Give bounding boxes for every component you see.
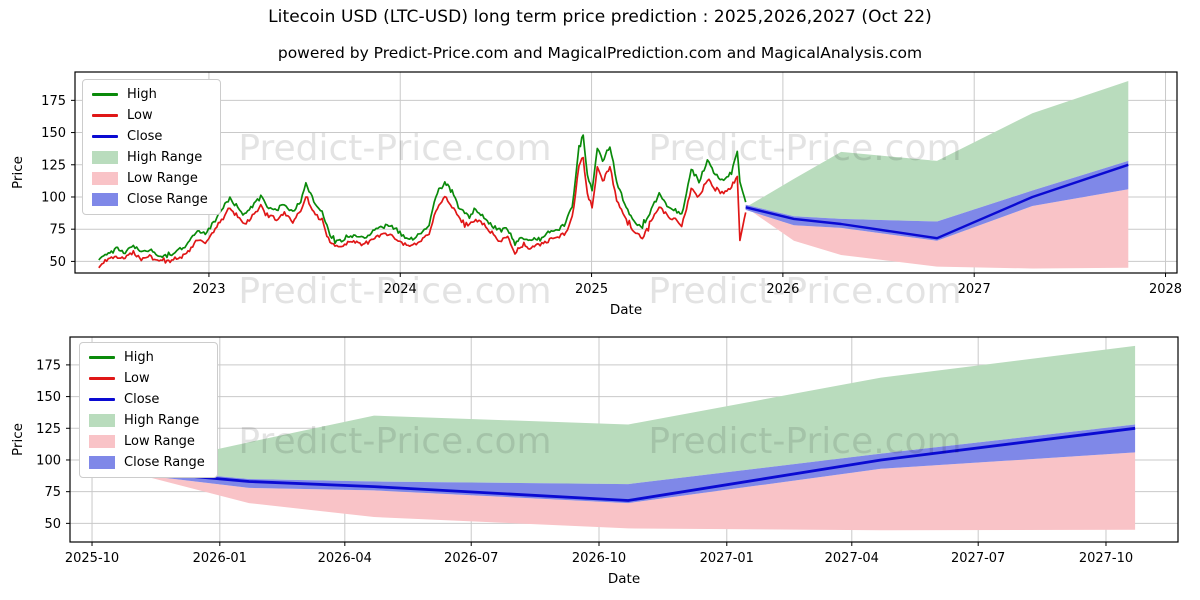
x-tick-label: 2027-10 <box>1079 551 1133 566</box>
legend-top-chart: High Low Close High Range Low Range Close Ran… <box>82 79 221 215</box>
close-range-area <box>745 160 1129 241</box>
x-tick-label: 2028 <box>1149 282 1182 297</box>
legend-swatch-high-range <box>89 414 115 427</box>
legend-swatch-high-range <box>92 151 118 164</box>
legend-swatch-low-range <box>89 435 115 448</box>
watermark-text: Predict-Price.com <box>648 421 961 462</box>
y-tick-label: 150 <box>36 390 61 405</box>
y-tick-label: 175 <box>36 358 61 373</box>
legend-label: Low Range <box>127 171 198 186</box>
page-title: Litecoin USD (LTC-USD) long term price p… <box>268 7 932 27</box>
x-tick-label: 2026-10 <box>572 551 626 566</box>
high-range-area <box>745 81 1129 222</box>
legend-label: High <box>127 87 157 102</box>
x-tick-label: 2023 <box>192 282 225 297</box>
y-axis-label: Price <box>10 423 26 456</box>
top-chart: 2023 2024 2025 2026 2027 2028 50 75 100 125 150 175… <box>10 71 1182 318</box>
legend-label: Close Range <box>124 455 205 470</box>
x-tick-label: 2027 <box>958 282 991 297</box>
y-tick-label: 50 <box>49 255 66 270</box>
legend-item-close-range: Close Range <box>89 455 205 470</box>
watermark-text: Predict-Price.com <box>238 271 551 312</box>
legend-label: Low <box>127 108 153 123</box>
legend-label: High <box>124 350 154 365</box>
history-plot-area <box>98 81 1129 269</box>
legend-label: High Range <box>127 150 203 165</box>
forecast-close-line <box>745 163 1129 240</box>
x-tick-label: 2026 <box>766 282 799 297</box>
watermark-text: Predict-Price.com <box>238 421 551 462</box>
legend-swatch-low <box>89 377 115 380</box>
legend-item-high-range: High Range <box>92 150 208 165</box>
x-tick-label: 2026-07 <box>444 551 498 566</box>
legend-swatch-low-range <box>92 172 118 185</box>
legend-label: High Range <box>124 413 200 428</box>
x-tick-label: 2026-01 <box>193 551 247 566</box>
legend-item-high-range: High Range <box>89 413 205 428</box>
legend-item-low: Low <box>92 108 208 123</box>
y-tick-label: 150 <box>41 126 66 141</box>
legend-label: Close <box>127 129 163 144</box>
y-tick-label: 100 <box>41 190 66 205</box>
x-axis-label: Date <box>610 302 642 318</box>
history-high-line <box>98 134 747 261</box>
legend-item-high: High <box>89 350 205 365</box>
legend-swatch-low <box>92 114 118 117</box>
legend-bottom-chart: High Low Close High Range Low Range Close Ran… <box>79 342 218 478</box>
y-tick-label: 125 <box>36 422 61 437</box>
forecast-plot-area <box>121 345 1136 531</box>
legend-swatch-high <box>92 93 118 96</box>
watermark-text: Predict-Price.com <box>238 128 551 169</box>
legend-item-close: Close <box>89 392 205 407</box>
x-axis-label: Date <box>608 571 640 587</box>
y-tick-label: 100 <box>36 453 61 468</box>
legend-label: Close Range <box>127 192 208 207</box>
low-range-area <box>121 452 1136 531</box>
y-tick-label: 175 <box>41 94 66 109</box>
y-tick-label: 75 <box>49 223 66 238</box>
high-range-area <box>121 345 1136 485</box>
x-tick-label: 2027-04 <box>825 551 879 566</box>
close-range-area <box>121 424 1136 504</box>
history-low-line <box>98 156 747 269</box>
low-range-area <box>745 189 1129 269</box>
legend-label: Close <box>124 392 160 407</box>
watermark-text: Predict-Price.com <box>648 271 961 312</box>
x-tick-label: 2026-04 <box>318 551 372 566</box>
legend-label: Low Range <box>124 434 195 449</box>
legend-label: Low <box>124 371 150 386</box>
y-axis-label: Price <box>10 156 26 189</box>
legend-swatch-close-range <box>92 193 118 206</box>
y-tick-label: 75 <box>44 485 61 500</box>
legend-item-low-range: Low Range <box>92 171 208 186</box>
legend-item-low-range: Low Range <box>89 434 205 449</box>
x-tick-label: 2025-10 <box>65 551 119 566</box>
bottom-chart: 2025-10 2026-01 2026-04 2026-07 2026-10 2027-… <box>10 336 1179 587</box>
x-tick-label: 2027-01 <box>700 551 754 566</box>
page-subtitle: powered by Predict-Price.com and Magical… <box>277 44 923 62</box>
y-tick-label: 50 <box>44 517 61 532</box>
plot-border <box>69 336 1179 543</box>
forecast-close-line <box>121 426 1136 502</box>
plot-border <box>74 71 1178 274</box>
legend-item-high: High <box>92 87 208 102</box>
legend-swatch-close <box>92 135 118 138</box>
legend-item-close-range: Close Range <box>92 192 208 207</box>
legend-item-close: Close <box>92 129 208 144</box>
y-tick-label: 125 <box>41 158 66 173</box>
legend-item-low: Low <box>89 371 205 386</box>
x-tick-label: 2024 <box>384 282 417 297</box>
watermark-text: Predict-Price.com <box>648 128 961 169</box>
legend-swatch-high <box>89 356 115 359</box>
x-tick-label: 2027-07 <box>951 551 1005 566</box>
legend-swatch-close-range <box>89 456 115 469</box>
x-tick-label: 2025 <box>575 282 608 297</box>
legend-swatch-close <box>89 398 115 401</box>
